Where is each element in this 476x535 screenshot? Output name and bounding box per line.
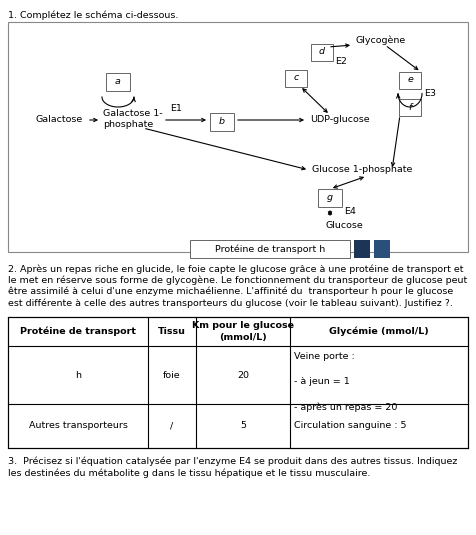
Text: /: / — [170, 422, 174, 431]
Text: f: f — [408, 103, 412, 111]
Text: Galactose: Galactose — [35, 116, 82, 125]
Text: Protéine de transport h: Protéine de transport h — [215, 244, 325, 254]
Text: E4: E4 — [344, 207, 356, 216]
Text: Glycémie (mmol/L): Glycémie (mmol/L) — [329, 327, 429, 337]
Bar — [399, 98, 421, 116]
Bar — [354, 240, 370, 258]
Text: d: d — [319, 48, 325, 57]
Bar — [8, 317, 468, 448]
Bar — [8, 22, 468, 252]
Bar — [106, 73, 130, 91]
Text: 5: 5 — [240, 422, 246, 431]
Text: Glucose 1-phosphate: Glucose 1-phosphate — [312, 165, 412, 174]
Text: 20: 20 — [237, 371, 249, 379]
Text: Tissu: Tissu — [158, 327, 186, 336]
Bar — [285, 70, 307, 87]
Text: foie: foie — [163, 371, 181, 379]
Text: Glycogène: Glycogène — [355, 35, 405, 45]
Bar — [190, 240, 350, 258]
Bar — [374, 240, 390, 258]
Bar — [399, 72, 421, 88]
Text: être assimilé à celui d'une enzyme michaélienne. L'affinité du  transporteur h p: être assimilé à celui d'une enzyme micha… — [8, 287, 453, 296]
Text: Glucose: Glucose — [325, 220, 363, 230]
Text: a: a — [115, 78, 121, 87]
Text: E3: E3 — [424, 89, 436, 98]
Bar — [318, 189, 342, 207]
Text: 1. Complétez le schéma ci-dessous.: 1. Complétez le schéma ci-dessous. — [8, 11, 178, 20]
Text: E1: E1 — [170, 104, 182, 113]
Text: Veine porte :

- à jeun = 1

- après un repas = 20: Veine porte : - à jeun = 1 - après un re… — [294, 352, 397, 412]
Text: Protéine de transport: Protéine de transport — [20, 327, 136, 337]
Text: h: h — [75, 371, 81, 379]
Text: 3.  Précisez si l'équation catalysée par l'enzyme E4 se produit dans des autres : 3. Précisez si l'équation catalysée par … — [8, 457, 457, 467]
Text: b: b — [219, 118, 225, 126]
Text: 2. Après un repas riche en glucide, le foie capte le glucose grâce à une protéin: 2. Après un repas riche en glucide, le f… — [8, 264, 464, 273]
Text: Km pour le glucose
(mmol/L): Km pour le glucose (mmol/L) — [192, 322, 294, 341]
Text: Galactose 1-: Galactose 1- — [103, 109, 163, 118]
Text: phosphate: phosphate — [103, 120, 153, 129]
Text: c: c — [293, 73, 298, 82]
Text: les destinées du métabolite g dans le tissu hépatique et le tissu musculaire.: les destinées du métabolite g dans le ti… — [8, 469, 370, 478]
Bar — [311, 43, 333, 60]
Text: e: e — [407, 75, 413, 85]
Text: Circulation sanguine : 5: Circulation sanguine : 5 — [294, 422, 407, 431]
Bar — [210, 113, 234, 131]
Text: g: g — [327, 194, 333, 203]
Text: E2: E2 — [335, 57, 347, 66]
Text: UDP-glucose: UDP-glucose — [310, 116, 370, 125]
Text: le met en réserve sous forme de glycogène. Le fonctionnement du transporteur de : le met en réserve sous forme de glycogèn… — [8, 276, 467, 285]
Text: est différente à celle des autres transporteurs du glucose (voir le tableau suiv: est différente à celle des autres transp… — [8, 299, 453, 308]
Text: Autres transporteurs: Autres transporteurs — [29, 422, 128, 431]
